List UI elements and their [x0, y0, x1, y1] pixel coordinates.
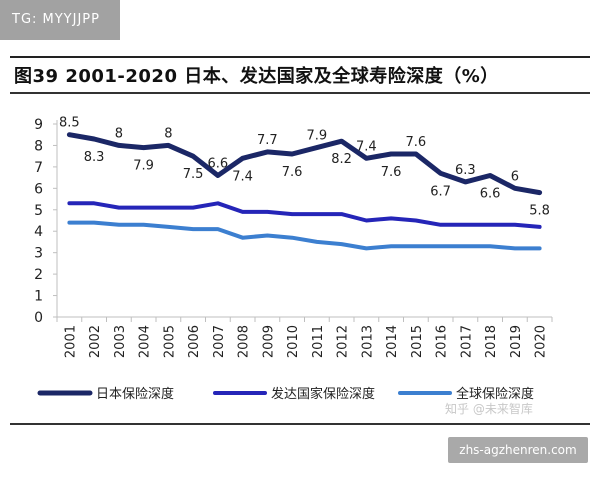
x-tick-label: 2015 — [410, 325, 425, 358]
site-badge: zhs-agzhenren.com — [448, 437, 588, 463]
x-tick-label: 2002 — [88, 325, 103, 358]
x-tick-label: 2020 — [534, 325, 549, 358]
y-tick-label: 5 — [34, 203, 43, 219]
y-tick-label: 0 — [34, 310, 43, 326]
figure-title: 图39 2001-2020 日本、发达国家及全球寿险深度（%） — [14, 66, 499, 87]
top-rule — [10, 56, 590, 58]
data-label: 7.7 — [257, 133, 278, 148]
y-tick-label: 8 — [34, 138, 43, 154]
data-label: 7.6 — [381, 165, 402, 180]
source-tag: TG: MYYJJPP — [0, 0, 120, 40]
x-tick-label: 2011 — [311, 325, 326, 358]
x-tick-label: 2019 — [509, 325, 524, 358]
x-tick-label: 2006 — [187, 325, 202, 358]
x-tick-label: 2004 — [138, 325, 153, 358]
x-tick-label: 2012 — [336, 325, 351, 358]
x-tick-label: 2008 — [237, 325, 252, 358]
x-tick-label: 2018 — [484, 325, 499, 358]
data-label: 5.8 — [529, 204, 550, 219]
line-chart: 0 1 2 3 4 5 6 7 8 9 2001 2002 2003 2004 2005 2006 2007 20… — [34, 116, 553, 402]
data-label: 6.6 — [480, 186, 501, 201]
x-tick-label: 2010 — [286, 325, 301, 358]
data-label: 7.4 — [356, 139, 377, 154]
y-tick-label: 3 — [34, 246, 43, 262]
y-tick-label: 9 — [34, 117, 43, 133]
y-tick-label: 4 — [34, 224, 43, 240]
series-line-3 — [67, 220, 542, 251]
data-label: 7.5 — [183, 167, 204, 182]
y-tick-label: 1 — [34, 289, 43, 305]
y-tick-label: 6 — [34, 181, 43, 197]
x-tick-label: 2017 — [459, 325, 474, 358]
data-label: 6.7 — [430, 184, 451, 199]
data-label: 6.6 — [208, 156, 229, 171]
data-label: 7.6 — [406, 135, 427, 150]
x-tick-label: 2014 — [385, 325, 400, 358]
title-rule — [10, 92, 590, 94]
x-tick-label: 2007 — [212, 325, 227, 358]
data-label: 6 — [511, 169, 519, 184]
x-tick-label: 2003 — [113, 325, 128, 358]
data-label: 7.9 — [133, 159, 154, 174]
data-label: 8 — [115, 126, 123, 141]
y-tick-label: 7 — [34, 160, 43, 176]
legend-label-2: 发达国家保险深度 — [271, 386, 375, 402]
series-line-2 — [67, 201, 542, 229]
x-tick-label: 2013 — [360, 325, 375, 358]
legend-label-3: 全球保险深度 — [456, 386, 534, 402]
data-label: 6.3 — [455, 163, 476, 178]
data-label: 7.4 — [232, 169, 253, 184]
series-line-1 — [66, 132, 543, 196]
legend-label-1: 日本保险深度 — [96, 386, 174, 402]
y-tick-label: 2 — [34, 267, 43, 283]
data-label: 8.5 — [59, 116, 80, 131]
bottom-rule — [10, 423, 590, 425]
data-label: 8.3 — [84, 150, 105, 165]
data-label: 8.2 — [331, 152, 352, 167]
x-tick-label: 2005 — [162, 325, 177, 358]
data-label: 7.6 — [282, 165, 303, 180]
x-tick-label: 2001 — [63, 325, 78, 358]
x-tick-label: 2016 — [435, 325, 450, 358]
watermark-text: 知乎 @未来智库 — [445, 402, 533, 416]
data-label: 8 — [164, 126, 172, 141]
x-tick-label: 2009 — [261, 325, 276, 358]
data-label: 7.9 — [307, 129, 328, 144]
